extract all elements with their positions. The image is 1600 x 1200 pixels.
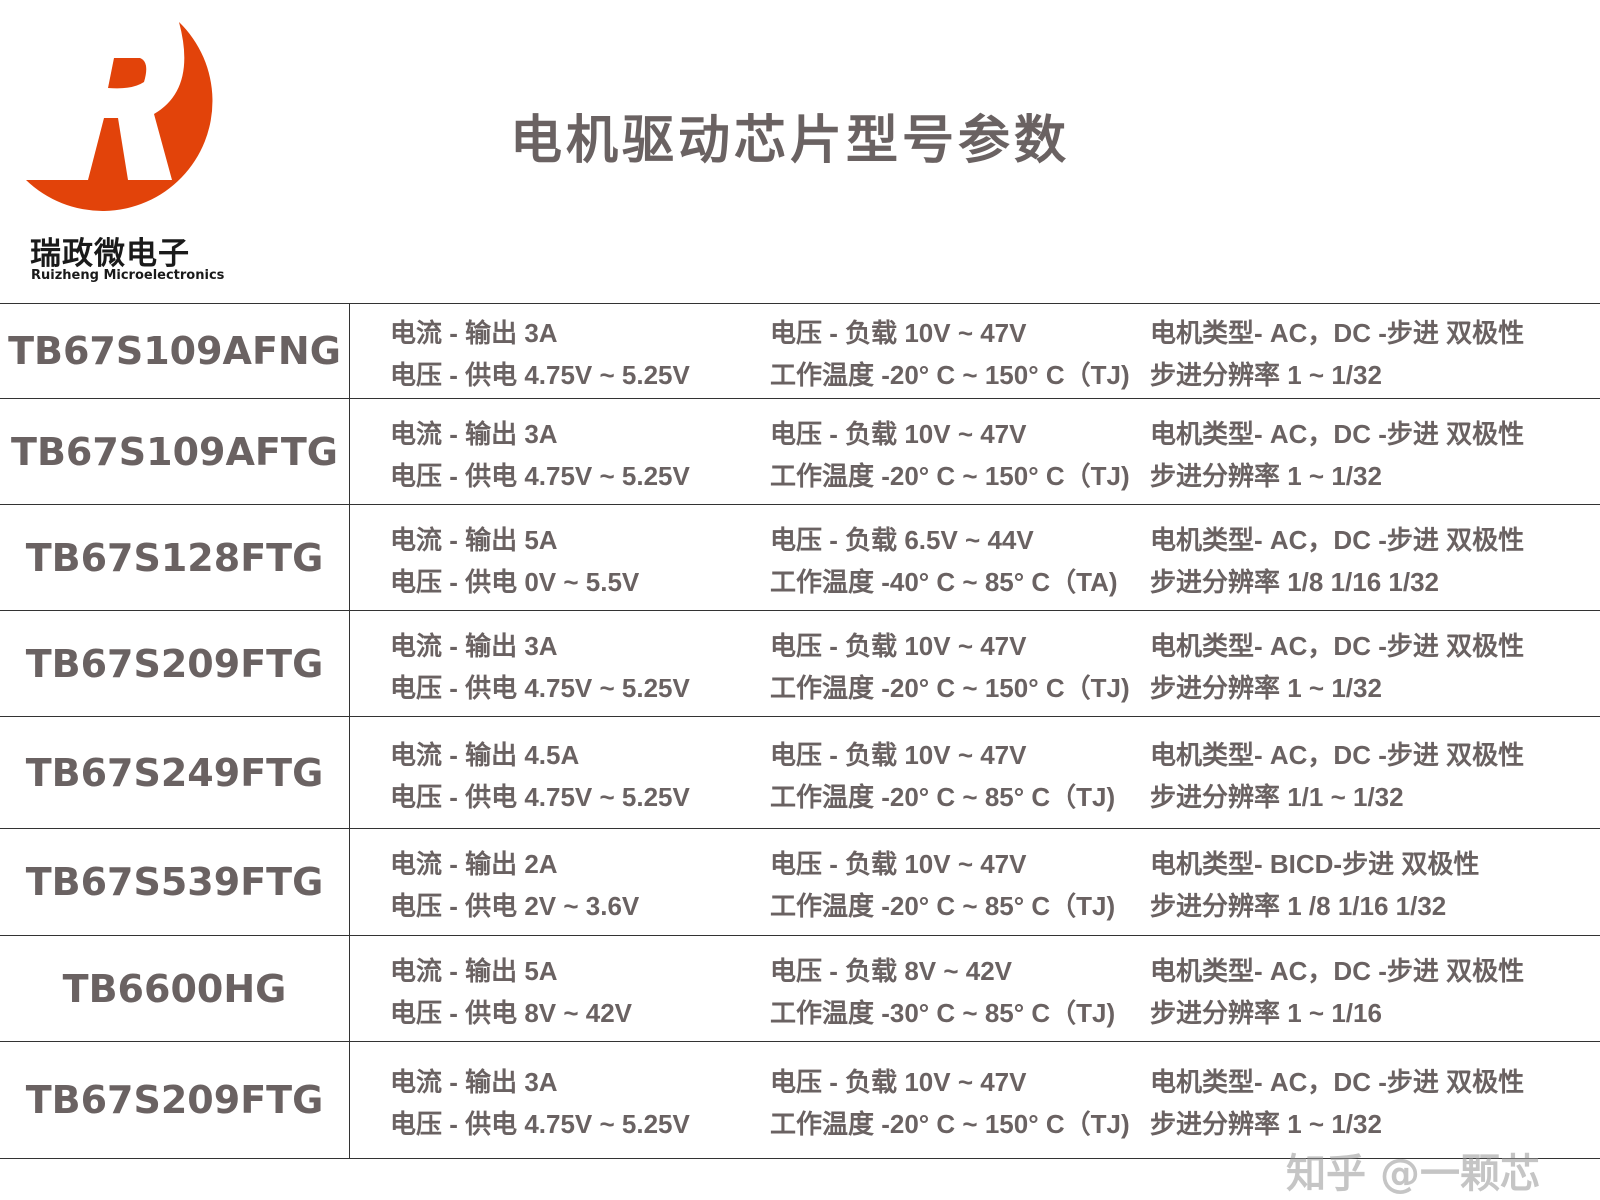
motor-type: 电机类型- BICD-步进 双极性 bbox=[1150, 849, 1480, 879]
load-voltage: 电压 - 负载 10V ~ 47V bbox=[770, 740, 1027, 770]
model-number: TB67S109AFTG bbox=[0, 399, 350, 504]
load-voltage: 电压 - 负载 6.5V ~ 44V bbox=[770, 525, 1034, 555]
output-current: 电流 - 输出 3A bbox=[390, 631, 558, 661]
operating-temp: 工作温度 -20° C ~ 150° C（TJ) bbox=[770, 360, 1130, 390]
supply-voltage: 电压 - 供电 4.75V ~ 5.25V bbox=[390, 1109, 690, 1139]
brand-name-en: Ruizheng Microelectronics bbox=[31, 268, 225, 283]
motor-type: 电机类型- AC，DC -步进 双极性 bbox=[1150, 956, 1525, 986]
motor-type: 电机类型- AC，DC -步进 双极性 bbox=[1150, 1067, 1525, 1097]
supply-voltage: 电压 - 供电 4.75V ~ 5.25V bbox=[390, 461, 690, 491]
model-number: TB67S209FTG bbox=[0, 611, 350, 716]
watermark: 知乎 @一颗芯 bbox=[1286, 1151, 1540, 1197]
table-row: TB67S249FTG 电流 - 输出 4.5A 电压 - 供电 4.75V ~ 5… bbox=[0, 716, 1600, 828]
operating-temp: 工作温度 -20° C ~ 150° C（TJ) bbox=[770, 461, 1130, 491]
ruizheng-logo bbox=[26, 22, 213, 211]
spec-table: TB67S109AFNG 电流 - 输出 3A 电压 - 供电 4.75V ~ 5.… bbox=[0, 303, 1600, 1159]
step-resolution: 步进分辨率 1 ~ 1/32 bbox=[1150, 1109, 1382, 1139]
table-row: TB67S109AFNG 电流 - 输出 3A 电压 - 供电 4.75V ~ 5.… bbox=[0, 303, 1600, 398]
table-row: TB67S109AFTG 电流 - 输出 3A 电压 - 供电 4.75V ~ 5.… bbox=[0, 398, 1600, 504]
load-voltage: 电压 - 负载 10V ~ 47V bbox=[770, 849, 1027, 879]
output-current: 电流 - 输出 4.5A bbox=[390, 740, 580, 770]
operating-temp: 工作温度 -40° C ~ 85° C（TA) bbox=[770, 567, 1118, 597]
operating-temp: 工作温度 -30° C ~ 85° C（TJ) bbox=[770, 998, 1116, 1028]
step-resolution: 步进分辨率 1 ~ 1/16 bbox=[1150, 998, 1382, 1028]
supply-voltage: 电压 - 供电 8V ~ 42V bbox=[390, 998, 633, 1028]
supply-voltage: 电压 - 供电 2V ~ 3.6V bbox=[390, 891, 640, 921]
table-row: TB67S539FTG 电流 - 输出 2A 电压 - 供电 2V ~ 3.6V 电压… bbox=[0, 828, 1600, 935]
step-resolution: 步进分辨率 1 ~ 1/32 bbox=[1150, 673, 1382, 703]
step-resolution: 步进分辨率 1 ~ 1/32 bbox=[1150, 461, 1382, 491]
output-current: 电流 - 输出 5A bbox=[390, 525, 558, 555]
model-number: TB67S109AFNG bbox=[0, 304, 350, 398]
table-row: TB67S209FTG 电流 - 输出 3A 电压 - 供电 4.75V ~ 5.2… bbox=[0, 1041, 1600, 1159]
output-current: 电流 - 输出 5A bbox=[390, 956, 558, 986]
supply-voltage: 电压 - 供电 4.75V ~ 5.25V bbox=[390, 782, 690, 812]
operating-temp: 工作温度 -20° C ~ 85° C（TJ) bbox=[770, 782, 1116, 812]
output-current: 电流 - 输出 3A bbox=[390, 318, 558, 348]
step-resolution: 步进分辨率 1/8 1/16 1/32 bbox=[1150, 567, 1440, 597]
load-voltage: 电压 - 负载 10V ~ 47V bbox=[770, 419, 1027, 449]
brand-name-cn: 瑞政微电子 bbox=[30, 236, 190, 272]
output-current: 电流 - 输出 2A bbox=[390, 849, 558, 879]
step-resolution: 步进分辨率 1 ~ 1/32 bbox=[1150, 360, 1382, 390]
operating-temp: 工作温度 -20° C ~ 85° C（TJ) bbox=[770, 891, 1116, 921]
load-voltage: 电压 - 负载 10V ~ 47V bbox=[770, 631, 1027, 661]
supply-voltage: 电压 - 供电 0V ~ 5.5V bbox=[390, 567, 640, 597]
load-voltage: 电压 - 负载 10V ~ 47V bbox=[770, 318, 1027, 348]
load-voltage: 电压 - 负载 8V ~ 42V bbox=[770, 956, 1013, 986]
page-title: 电机驱动芯片型号参数 bbox=[510, 111, 1071, 171]
operating-temp: 工作温度 -20° C ~ 150° C（TJ) bbox=[770, 673, 1130, 703]
supply-voltage: 电压 - 供电 4.75V ~ 5.25V bbox=[390, 360, 690, 390]
motor-type: 电机类型- AC，DC -步进 双极性 bbox=[1150, 419, 1525, 449]
table-row: TB67S209FTG 电流 - 输出 3A 电压 - 供电 4.75V ~ 5.2… bbox=[0, 610, 1600, 716]
model-number: TB67S539FTG bbox=[0, 829, 350, 935]
motor-type: 电机类型- AC，DC -步进 双极性 bbox=[1150, 525, 1525, 555]
supply-voltage: 电压 - 供电 4.75V ~ 5.25V bbox=[390, 673, 690, 703]
load-voltage: 电压 - 负载 10V ~ 47V bbox=[770, 1067, 1027, 1097]
output-current: 电流 - 输出 3A bbox=[390, 419, 558, 449]
step-resolution: 步进分辨率 1 /8 1/16 1/32 bbox=[1150, 891, 1447, 921]
operating-temp: 工作温度 -20° C ~ 150° C（TJ) bbox=[770, 1109, 1130, 1139]
table-row: TB6600HG 电流 - 输出 5A 电压 - 供电 8V ~ 42V 电压 - 负… bbox=[0, 935, 1600, 1041]
model-number: TB67S209FTG bbox=[0, 1042, 350, 1158]
model-number: TB67S128FTG bbox=[0, 505, 350, 610]
output-current: 电流 - 输出 3A bbox=[390, 1067, 558, 1097]
step-resolution: 步进分辨率 1/1 ~ 1/32 bbox=[1150, 782, 1404, 812]
motor-type: 电机类型- AC，DC -步进 双极性 bbox=[1150, 740, 1525, 770]
motor-type: 电机类型- AC，DC -步进 双极性 bbox=[1150, 318, 1525, 348]
table-row: TB67S128FTG 电流 - 输出 5A 电压 - 供电 0V ~ 5.5V 电压… bbox=[0, 504, 1600, 610]
model-number: TB67S249FTG bbox=[0, 717, 350, 828]
motor-type: 电机类型- AC，DC -步进 双极性 bbox=[1150, 631, 1525, 661]
model-number: TB6600HG bbox=[0, 936, 350, 1041]
